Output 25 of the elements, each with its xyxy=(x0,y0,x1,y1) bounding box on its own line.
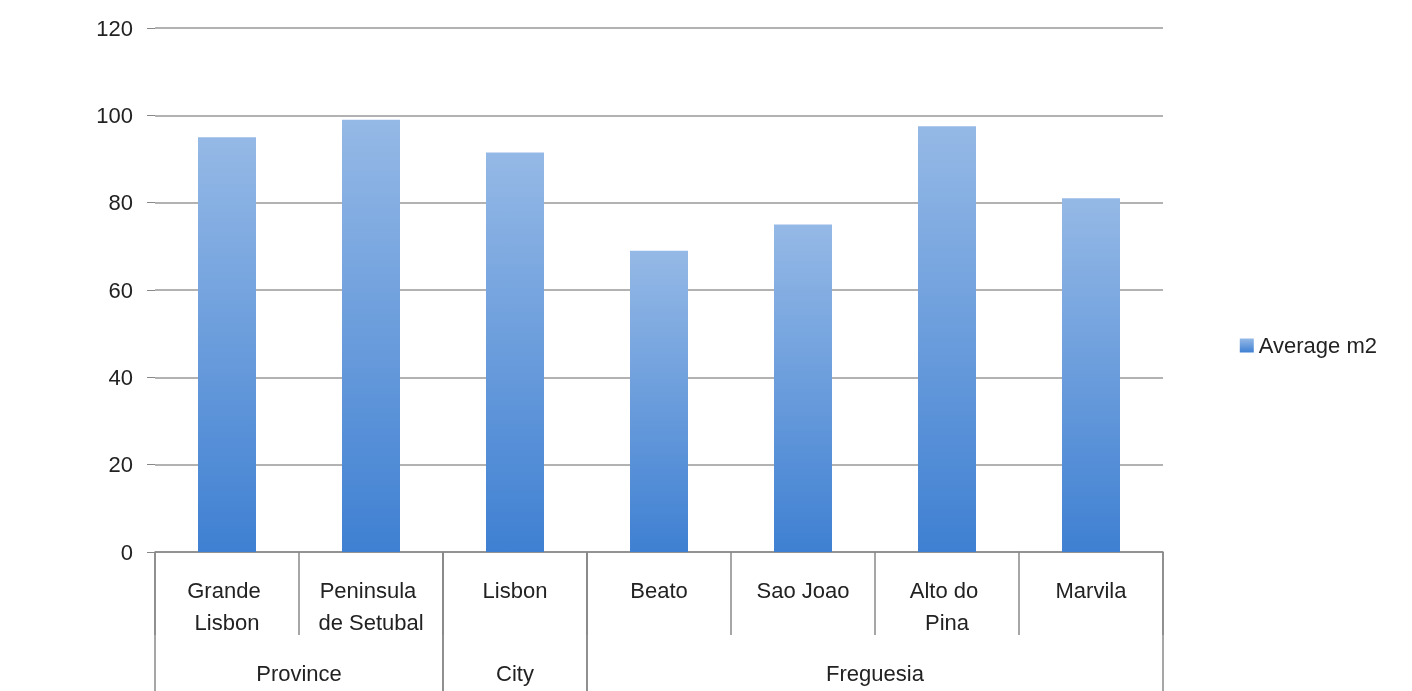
bar xyxy=(774,224,832,552)
legend-label: Average m2 xyxy=(1258,333,1377,358)
y-tick-label: 0 xyxy=(120,539,133,565)
text: Freguesia xyxy=(826,660,925,686)
bar xyxy=(630,250,688,552)
x-tick-label: Beato xyxy=(630,577,688,603)
text: Province xyxy=(256,660,342,686)
y-tick-label: 40 xyxy=(108,364,133,390)
y-tick-label: 80 xyxy=(108,190,133,216)
x-tick-label: Grande Lisbon xyxy=(187,577,267,635)
x-tick-label: Lisbon xyxy=(482,577,548,603)
bar xyxy=(198,137,256,552)
y-tick-label: 20 xyxy=(108,452,133,478)
bar xyxy=(1062,198,1120,552)
x-tick-label: Marvila xyxy=(1055,577,1128,603)
y-tick-label: 120 xyxy=(96,15,133,41)
bar xyxy=(918,126,976,552)
x-tick-label: Sao Joao xyxy=(756,577,850,603)
y-tick-label: 60 xyxy=(108,277,133,303)
y-tick-label: 100 xyxy=(96,102,133,128)
text: City xyxy=(496,660,534,686)
x-tick-label: Alto do Pina xyxy=(909,577,985,635)
bar xyxy=(486,152,544,552)
bar xyxy=(342,119,400,552)
x-tick-label: Peninsula de Setubal xyxy=(318,577,424,635)
